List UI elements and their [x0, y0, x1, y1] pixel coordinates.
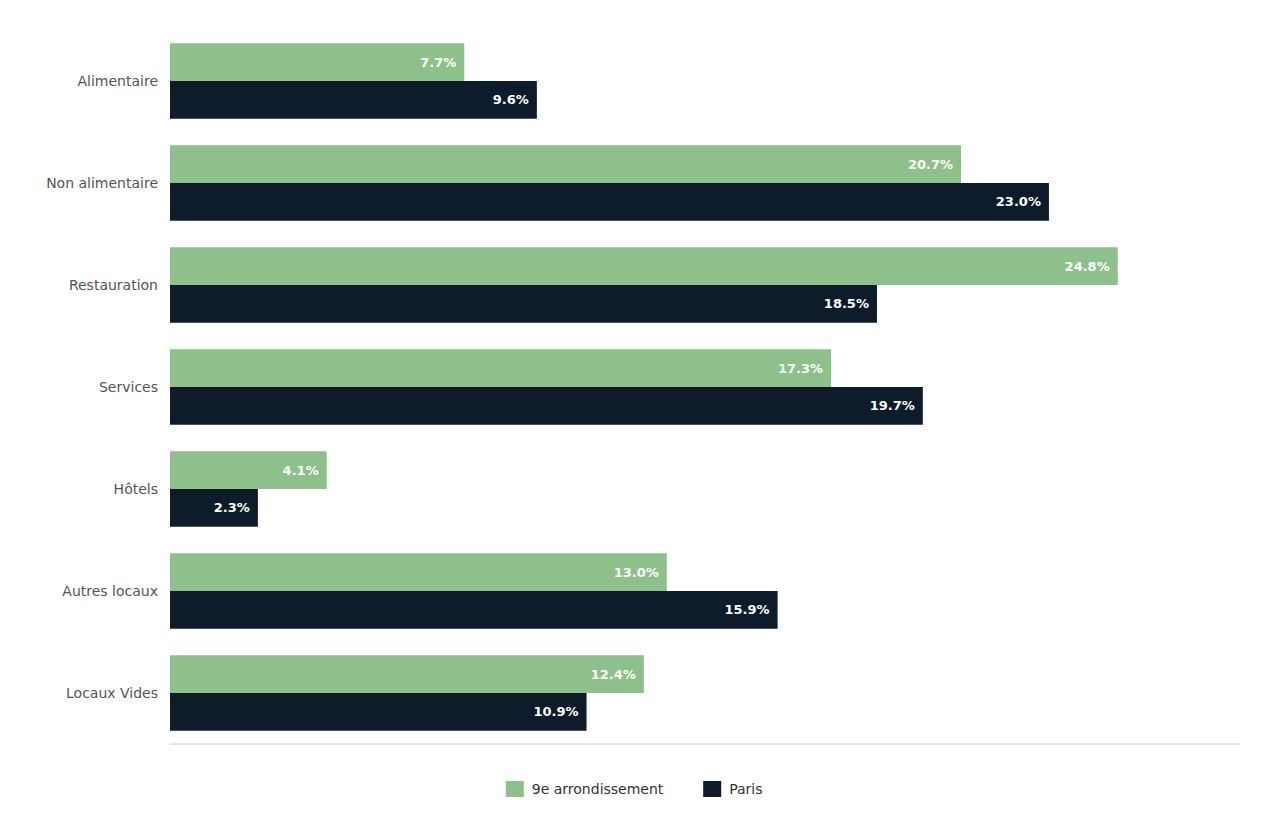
bar: [170, 145, 961, 183]
bar: [170, 285, 877, 323]
data-label: 4.1%: [283, 463, 319, 478]
data-label: 13.0%: [614, 565, 659, 580]
data-label: 18.5%: [824, 296, 869, 311]
bar: [170, 553, 667, 591]
data-label: 9.6%: [493, 92, 529, 107]
data-label: 23.0%: [996, 194, 1041, 209]
data-label: 24.8%: [1065, 259, 1110, 274]
bar: [170, 693, 587, 731]
category-label: Non alimentaire: [46, 175, 158, 191]
category-label: Locaux Vides: [66, 685, 158, 701]
category-label: Hôtels: [114, 481, 158, 497]
category-label: Alimentaire: [78, 73, 159, 89]
background: [0, 0, 1280, 834]
data-label: 10.9%: [533, 704, 578, 719]
bar: [170, 43, 464, 81]
bar: [170, 591, 778, 629]
chart-svg: Alimentaire Non alimentaire Restauration Se…: [0, 0, 1280, 834]
bar: [170, 349, 831, 387]
data-label: 12.4%: [591, 667, 636, 682]
category-label: Services: [99, 379, 158, 395]
bar: [170, 183, 1049, 221]
legend-swatch: [506, 781, 524, 797]
data-label: 17.3%: [778, 361, 823, 376]
legend-label: Paris: [729, 781, 762, 797]
bar: [170, 451, 327, 489]
data-label: 15.9%: [724, 602, 769, 617]
legend: 9e arrondissement Paris: [506, 781, 763, 797]
bar: [170, 81, 537, 119]
bars: [170, 43, 1118, 730]
bar: [170, 387, 923, 425]
chart-container: Alimentaire Non alimentaire Restauration Se…: [0, 0, 1280, 834]
data-label: 2.3%: [214, 500, 250, 515]
legend-label: 9e arrondissement: [532, 781, 664, 797]
bar: [170, 247, 1118, 285]
legend-swatch: [703, 781, 721, 797]
data-label: 19.7%: [870, 398, 915, 413]
category-label: Restauration: [69, 277, 158, 293]
data-label: 20.7%: [908, 157, 953, 172]
x-axis-line: [170, 744, 1240, 745]
bar: [170, 489, 258, 527]
data-label: 7.7%: [420, 55, 456, 70]
category-label: Autres locaux: [62, 583, 158, 599]
bar: [170, 655, 644, 693]
